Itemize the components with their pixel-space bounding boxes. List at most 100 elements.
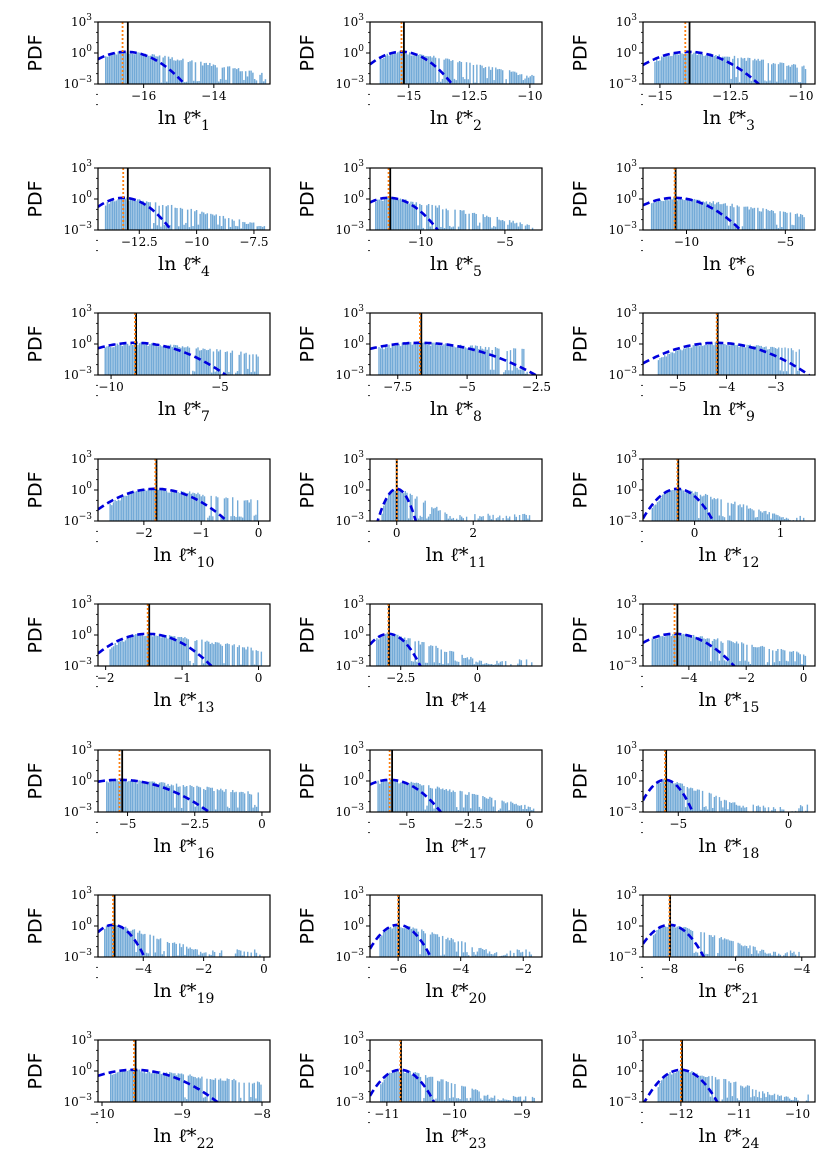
histogram-bar xyxy=(746,344,748,375)
histogram-bar xyxy=(668,489,671,521)
histogram-bar xyxy=(128,781,130,812)
histogram-bar xyxy=(779,954,782,957)
histogram-bar xyxy=(670,635,672,666)
histogram-bar xyxy=(674,927,677,957)
histogram-bar xyxy=(705,55,707,84)
histogram-bar xyxy=(143,1070,146,1102)
plot-area xyxy=(370,1040,535,1102)
histogram-bar xyxy=(416,496,418,521)
x-tick-label: −5 xyxy=(211,380,229,394)
histogram-bar xyxy=(456,807,458,812)
histogram-bar xyxy=(657,929,660,957)
histogram-bar xyxy=(215,496,217,521)
histogram-bar xyxy=(681,783,683,812)
histogram-bar xyxy=(259,954,261,957)
histogram-bar xyxy=(419,784,421,812)
histogram-bar xyxy=(754,345,756,375)
histogram-bar xyxy=(417,55,420,84)
histogram-bar xyxy=(476,345,478,375)
histogram-bar xyxy=(145,490,148,521)
histogram-bar xyxy=(797,652,800,666)
fit-curve xyxy=(643,50,761,84)
histogram-bar xyxy=(412,1072,415,1102)
histogram-bar xyxy=(118,344,120,375)
histogram-bar xyxy=(758,647,760,666)
histogram-bar xyxy=(109,347,112,375)
histogram-bar xyxy=(477,518,479,521)
histogram-bar xyxy=(434,934,437,957)
histogram-bar xyxy=(461,941,463,957)
histogram-bar xyxy=(698,1075,700,1102)
y-tick-label: 103 xyxy=(343,450,364,466)
histogram-bar xyxy=(450,227,453,230)
x-tick-label: 0 xyxy=(393,526,401,540)
histogram-bar xyxy=(703,55,705,84)
histogram-bar xyxy=(764,952,766,957)
histogram-bar xyxy=(247,368,249,375)
histogram-bar xyxy=(716,56,719,84)
histogram-bar xyxy=(147,202,150,230)
histogram-bar xyxy=(423,1098,425,1102)
histogram-bar xyxy=(794,661,796,666)
histogram-bar xyxy=(689,636,691,666)
histogram-bar xyxy=(418,343,420,375)
histogram-bar xyxy=(518,805,521,812)
x-axis-label: ln ℓ̄*5 xyxy=(430,253,482,280)
histogram-bar xyxy=(670,490,672,521)
histogram-bar xyxy=(506,802,509,812)
fit-curve xyxy=(370,1068,436,1102)
histogram-bar xyxy=(221,67,224,84)
histogram-bar xyxy=(785,1096,787,1102)
histogram-bar xyxy=(718,515,721,521)
histogram-bar xyxy=(165,1072,168,1102)
histogram-bar xyxy=(238,949,240,957)
histogram-bar xyxy=(772,513,774,521)
histogram-bar xyxy=(443,789,446,812)
histogram-bar xyxy=(704,1077,707,1102)
histogram-bar xyxy=(518,1096,520,1102)
histogram-bar xyxy=(203,952,205,957)
histogram-bar xyxy=(121,346,124,375)
histogram-bar xyxy=(474,514,476,521)
histogram-bar xyxy=(709,201,711,230)
histogram-bar xyxy=(752,208,754,230)
histogram-bar xyxy=(699,636,702,666)
y-tick-label: 10−3 xyxy=(335,657,364,673)
histogram-bar xyxy=(249,793,251,812)
histogram-bar xyxy=(657,199,660,230)
histogram-bar xyxy=(133,635,135,666)
histogram-bar xyxy=(494,953,496,957)
plot-area xyxy=(643,22,807,84)
y-tick-label: 103 xyxy=(71,159,92,175)
histogram-bar xyxy=(790,651,793,666)
histogram-bar xyxy=(124,52,127,84)
histogram-bar xyxy=(773,1093,776,1102)
histogram-bar xyxy=(478,1091,480,1102)
histogram-bar xyxy=(252,222,255,230)
histogram-bar xyxy=(485,798,488,812)
histogram-bar xyxy=(434,205,437,230)
histogram-bar xyxy=(692,493,695,521)
histogram-bar xyxy=(121,925,123,957)
histogram-bar xyxy=(672,53,675,84)
histogram-bar xyxy=(750,1097,752,1102)
histogram-bar xyxy=(482,214,484,230)
histogram-bar xyxy=(136,199,139,230)
y-tick-label: 10−3 xyxy=(608,803,637,819)
histogram-bar xyxy=(487,663,489,666)
histogram-bar xyxy=(116,925,118,957)
histogram-bar xyxy=(504,803,507,812)
histogram-bar xyxy=(483,349,485,375)
histogram-bar xyxy=(206,213,209,230)
histogram-bar xyxy=(722,516,724,521)
histogram-bar xyxy=(696,638,698,666)
histogram-bar xyxy=(729,345,731,375)
histogram-bar xyxy=(720,800,722,812)
histogram-bar xyxy=(233,1078,235,1102)
histogram-bar xyxy=(503,372,505,375)
x-tick-label: −5 xyxy=(669,817,687,831)
x-tick-label: −10 xyxy=(788,89,813,103)
histogram-bar xyxy=(477,662,479,666)
